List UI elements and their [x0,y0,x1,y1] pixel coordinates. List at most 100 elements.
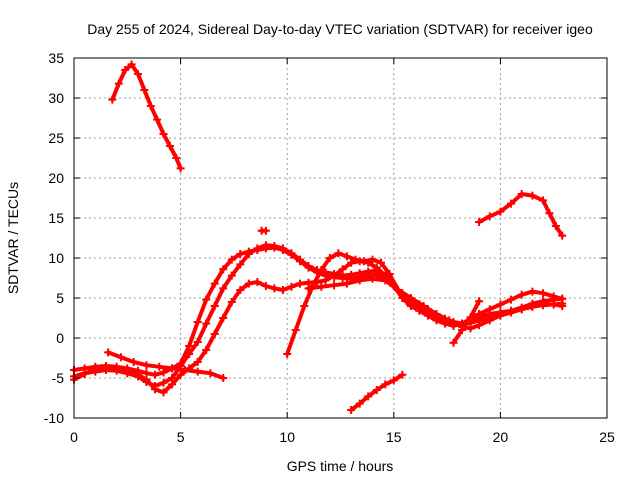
data-point [539,289,548,298]
data-point [114,79,123,88]
x-tick-label: 20 [493,429,509,445]
data-point [558,302,567,310]
data-point [227,298,236,306]
y-tick-label: 0 [56,330,64,346]
data-point [176,370,185,379]
data-point [295,279,304,288]
x-tick-label: 15 [386,429,402,445]
data-point [219,314,228,322]
axis-ticks: 0 5 10 15 20 25 -10 -5 0 5 10 15 20 25 30 35 [44,50,615,445]
data-point [244,279,253,288]
data-point [466,324,475,333]
data-point [507,308,516,317]
data-point [517,290,526,299]
data-point [151,385,160,394]
plot-series [70,60,567,414]
data-point [123,367,132,376]
y-tick-label: 5 [56,290,64,306]
data-point [304,284,313,293]
data-point [253,244,262,253]
data-point [270,284,279,293]
data-point [466,313,475,322]
data-point [394,286,403,294]
data-point [300,302,309,310]
data-point [432,310,441,318]
series-line [451,299,482,345]
data-point [372,386,381,394]
data-point [364,267,373,276]
data-point [287,249,296,258]
y-tick-label: 20 [48,170,64,186]
x-tick-label: 25 [599,429,615,445]
data-point [168,364,177,373]
data-point [485,212,494,221]
data-point [419,302,428,310]
series-arc-3 [347,370,407,414]
data-point [485,316,494,325]
data-point [398,370,407,379]
data-point [151,370,160,379]
series-arc-7 [104,348,228,382]
data-point [261,241,270,250]
data-point [140,86,149,94]
data-point [549,300,558,309]
data-point [539,196,548,205]
data-point [368,274,377,283]
data-point [325,254,334,262]
data-point [317,282,326,291]
data-point [159,378,168,387]
data-point [153,115,162,124]
data-point [278,244,287,253]
series-arc-10 [449,297,484,347]
data-point [172,154,181,162]
data-point [507,199,516,208]
data-point [558,294,567,303]
data-point [270,242,279,250]
data-point [342,279,351,288]
data-point [364,392,373,401]
data-point [80,370,89,378]
data-point [202,319,211,328]
series-arc-4 [70,243,567,379]
data-point [351,255,360,264]
data-point [142,361,151,370]
data-point [347,406,356,414]
data-point [475,218,484,226]
data-point [330,271,339,280]
data-point [159,130,168,138]
data-point [227,271,236,280]
data-point [475,297,484,306]
data-point [185,350,194,358]
data-point [445,316,454,325]
data-point [377,258,386,267]
data-point [528,287,537,296]
data-point [381,276,390,285]
data-point [202,295,211,304]
data-point [411,302,420,310]
data-point [334,249,343,258]
y-tick-label: -5 [52,370,65,386]
data-point [517,305,526,314]
data-point [202,346,211,354]
series-arc-9 [304,274,567,333]
data-point [321,268,330,277]
data-point [127,60,136,69]
data-point [168,380,177,389]
data-point [159,368,168,377]
data-point [304,262,313,270]
data-point [475,321,484,330]
data-point [193,367,202,376]
series-line [106,350,226,380]
x-tick-label: 5 [177,429,185,445]
data-point [539,300,548,309]
data-point [193,338,202,346]
data-point [440,319,449,328]
data-point [219,265,228,274]
data-point [385,270,394,278]
data-point [104,348,113,357]
data-point [549,292,558,301]
data-point [507,295,516,304]
data-point [244,250,253,258]
data-point [291,326,300,334]
data-point [101,362,110,371]
